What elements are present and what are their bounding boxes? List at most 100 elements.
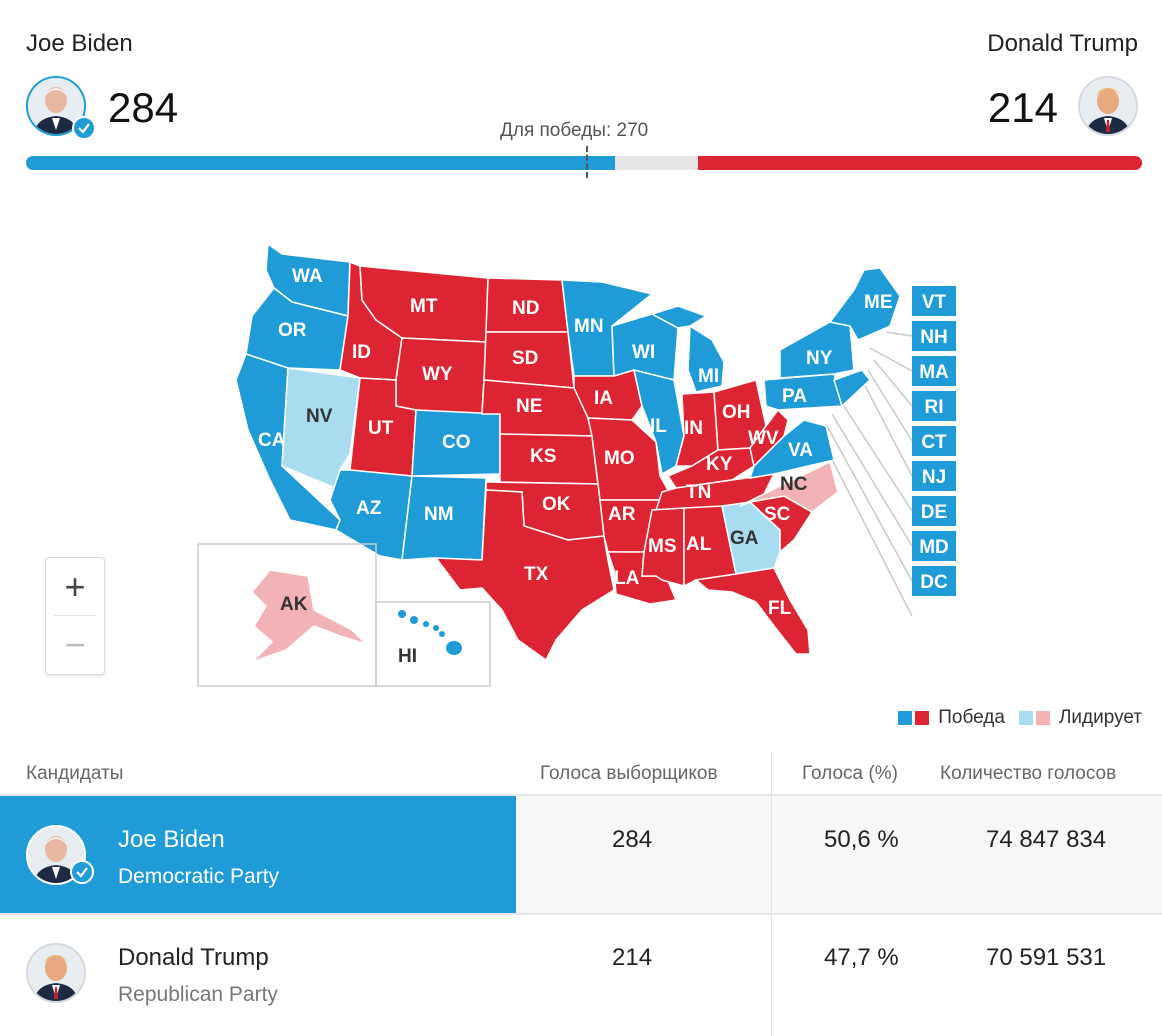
trump-name: Donald Trump (987, 30, 1138, 57)
col-count: Количество голосов (940, 763, 1117, 784)
row-divider (0, 913, 1162, 915)
label-tn: TN (686, 482, 711, 503)
state-mi-up[interactable] (650, 305, 708, 329)
biden-electoral-votes: 284 (108, 84, 179, 131)
row-party-name: Democratic Party (118, 865, 280, 888)
state-ak[interactable] (250, 569, 367, 663)
trump-row-avatar (26, 943, 86, 1003)
state-nj-de-md[interactable] (833, 369, 872, 408)
label-mt: MT (410, 296, 438, 317)
state-mi[interactable] (687, 324, 725, 393)
state-or[interactable] (245, 286, 349, 371)
state-tx[interactable] (434, 489, 615, 662)
label-ne: NE (516, 396, 542, 417)
table-row[interactable] (0, 915, 1162, 1036)
state-new-england[interactable] (828, 267, 901, 341)
table-column-divider (771, 796, 772, 1036)
row-candidate-name: Joe Biden (118, 826, 225, 853)
label-wy: WY (422, 364, 453, 385)
state-hi[interactable] (398, 610, 462, 655)
biden-avatar (26, 76, 86, 136)
small-state-boxes[interactable] (912, 286, 956, 596)
state-az[interactable] (329, 469, 413, 561)
label-nh: NH (920, 327, 947, 348)
state-wv[interactable] (749, 408, 789, 468)
state-fl[interactable] (694, 567, 811, 655)
map-legend: Победа Лидирует (898, 707, 1142, 729)
label-nc: NC (780, 474, 808, 495)
row-votes: 70 591 531 (986, 944, 1107, 971)
col-candidates: Кандидаты (26, 763, 124, 784)
label-ma: MA (919, 362, 949, 383)
state-il[interactable] (633, 368, 685, 476)
dem-win-swatch (898, 711, 913, 725)
remaining-progress-bar (615, 156, 698, 170)
label-ky: KY (706, 454, 733, 475)
dem-lead-swatch (1018, 711, 1033, 725)
win-threshold-marker (586, 146, 588, 178)
label-wa: WA (292, 266, 323, 287)
header-divider (771, 752, 772, 796)
label-wi: WI (632, 342, 655, 363)
label-ks: KS (530, 446, 556, 467)
label-oh: OH (722, 402, 751, 423)
label-co: CO (442, 432, 471, 453)
label-ar: AR (608, 504, 636, 525)
table-header-rule (0, 794, 1162, 796)
zoom-in-button[interactable]: + (64, 565, 86, 607)
label-ak: AK (280, 594, 308, 615)
row-percent: 50,6 % (824, 826, 899, 853)
label-pa: PA (782, 386, 807, 407)
label-al: AL (686, 534, 712, 555)
label-tx: TX (524, 564, 549, 585)
label-ct: CT (921, 432, 947, 453)
label-ga: GA (730, 528, 759, 549)
state-nc[interactable] (739, 460, 839, 513)
label-in: IN (684, 418, 703, 439)
label-mi: MI (698, 366, 719, 387)
electoral-map[interactable]: WA OR CA NV ID MT WY UT AZ CO NM ND SD N… (190, 230, 970, 690)
trump-electoral-votes: 214 (987, 84, 1058, 131)
label-nj: NJ (922, 467, 946, 488)
person-icon (1080, 78, 1136, 134)
row-votes: 74 847 834 (986, 826, 1107, 853)
label-nm: NM (424, 504, 454, 525)
label-ri: RI (925, 397, 944, 418)
legend-win-label: Победа (938, 707, 1005, 728)
hawaii-inset (375, 601, 491, 687)
winner-check-icon (72, 116, 96, 140)
zoom-out-button[interactable]: − (64, 623, 86, 665)
label-hi: HI (398, 646, 417, 667)
legend-lead-label: Лидирует (1058, 707, 1142, 728)
label-mn: MN (574, 316, 604, 337)
label-la: LA (614, 568, 640, 589)
label-ok: OK (542, 494, 571, 515)
label-sc: SC (764, 504, 791, 525)
trump-progress-bar (698, 156, 1142, 170)
label-nv: NV (306, 406, 333, 427)
row-electoral: 284 (612, 826, 653, 853)
state-va[interactable] (748, 419, 835, 479)
label-sd: SD (512, 348, 538, 369)
label-vt: VT (922, 292, 947, 313)
to-win-label: Для победы: 270 (500, 120, 649, 141)
label-il: IL (650, 416, 667, 437)
label-nd: ND (512, 298, 539, 319)
biden-name: Joe Biden (26, 30, 133, 57)
label-ut: UT (368, 418, 394, 439)
table-row[interactable] (0, 796, 516, 913)
person-icon (28, 78, 84, 134)
table-row-values (516, 796, 1162, 913)
label-mo: MO (604, 448, 635, 469)
col-electoral: Голоса выборщиков (540, 763, 718, 784)
zoom-divider (54, 615, 96, 616)
row-candidate-name: Donald Trump (118, 944, 269, 971)
rep-lead-swatch (1035, 711, 1050, 725)
person-icon (28, 945, 84, 1001)
label-ca: CA (258, 430, 286, 451)
label-ms: MS (648, 536, 677, 557)
label-ia: IA (594, 388, 613, 409)
label-md: MD (919, 537, 949, 558)
label-de: DE (921, 502, 947, 523)
zoom-controls: + − (45, 557, 105, 675)
